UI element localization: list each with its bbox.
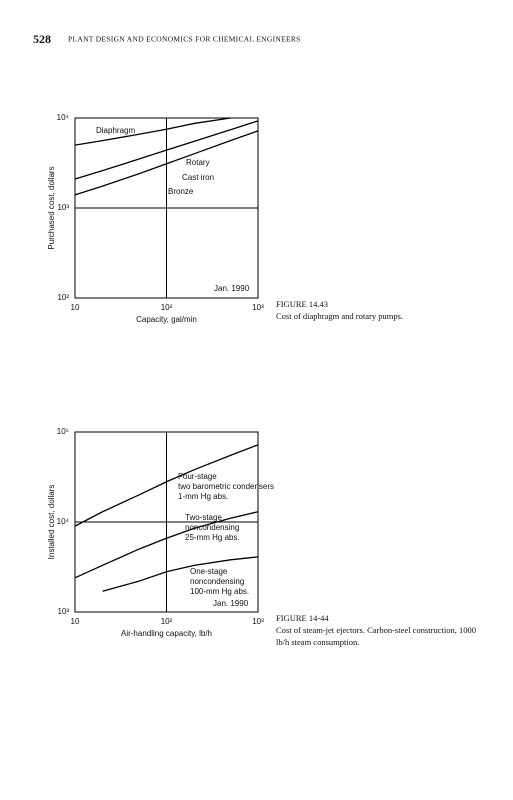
curve xyxy=(74,120,259,180)
y-tick-label: 10³ xyxy=(57,607,69,616)
curve xyxy=(74,511,259,579)
x-tick-label: 10 xyxy=(71,303,80,312)
caption-label: FIGURE 14-44 xyxy=(276,613,329,623)
page-number: 528 xyxy=(33,32,51,46)
x-tick-label: 10² xyxy=(161,617,173,626)
curve-label: Four-stage xyxy=(178,472,217,481)
annotation: two barometric condensers xyxy=(178,482,274,491)
annotation: noncondensing xyxy=(190,577,244,586)
annotation: noncondensing xyxy=(185,523,239,532)
curve xyxy=(74,117,231,146)
annotation: 100-mm Hg abs. xyxy=(190,587,249,596)
y-axis-title: Installed cost, dollars xyxy=(47,485,56,560)
caption-text: Cost of diaphragm and rotary pumps. xyxy=(276,311,404,321)
annotation: 25-mm Hg abs. xyxy=(185,533,240,542)
y-axis-title: Purchased cost, dollars xyxy=(47,166,56,249)
y-tick-label: 10² xyxy=(57,293,69,302)
running-title: PLANT DESIGN AND ECONOMICS FOR CHEMICAL … xyxy=(68,35,301,44)
caption-label: FIGURE 14.43 xyxy=(276,299,328,309)
curve xyxy=(102,556,259,592)
annotation: Rotary xyxy=(186,158,210,167)
x-tick-label: 10³ xyxy=(252,617,264,626)
y-tick-label: 10⁴ xyxy=(57,517,70,526)
annotation: Jan. 1990 xyxy=(213,599,249,608)
y-tick-label: 10⁴ xyxy=(57,113,70,122)
y-tick-label: 10⁵ xyxy=(57,427,69,436)
curve-label: Two-stage xyxy=(185,513,222,522)
curve-label: Cast iron xyxy=(182,173,214,182)
y-tick-label: 10³ xyxy=(57,203,69,212)
caption: FIGURE 14.43 Cost of diaphragm and rotar… xyxy=(276,298,476,322)
curve xyxy=(74,444,259,527)
curve-label: Diaphragm xyxy=(96,126,135,135)
x-tick-label: 10 xyxy=(71,617,80,626)
annotation: Jan. 1990 xyxy=(214,284,250,293)
curve-label: One-stage xyxy=(190,567,228,576)
x-tick-label: 10³ xyxy=(252,303,264,312)
x-axis-title: Air-handling capacity, lb/h xyxy=(121,629,212,638)
curve-label: Bronze xyxy=(168,187,194,196)
caption-text: Cost of steam-jet ejectors. Carbon-steel… xyxy=(276,625,476,647)
x-axis-title: Capacity, gal/min xyxy=(136,315,197,324)
caption: FIGURE 14-44 Cost of steam-jet ejectors.… xyxy=(276,612,476,648)
annotation: 1-mm Hg abs. xyxy=(178,492,228,501)
x-tick-label: 10² xyxy=(161,303,173,312)
curve xyxy=(74,130,259,196)
